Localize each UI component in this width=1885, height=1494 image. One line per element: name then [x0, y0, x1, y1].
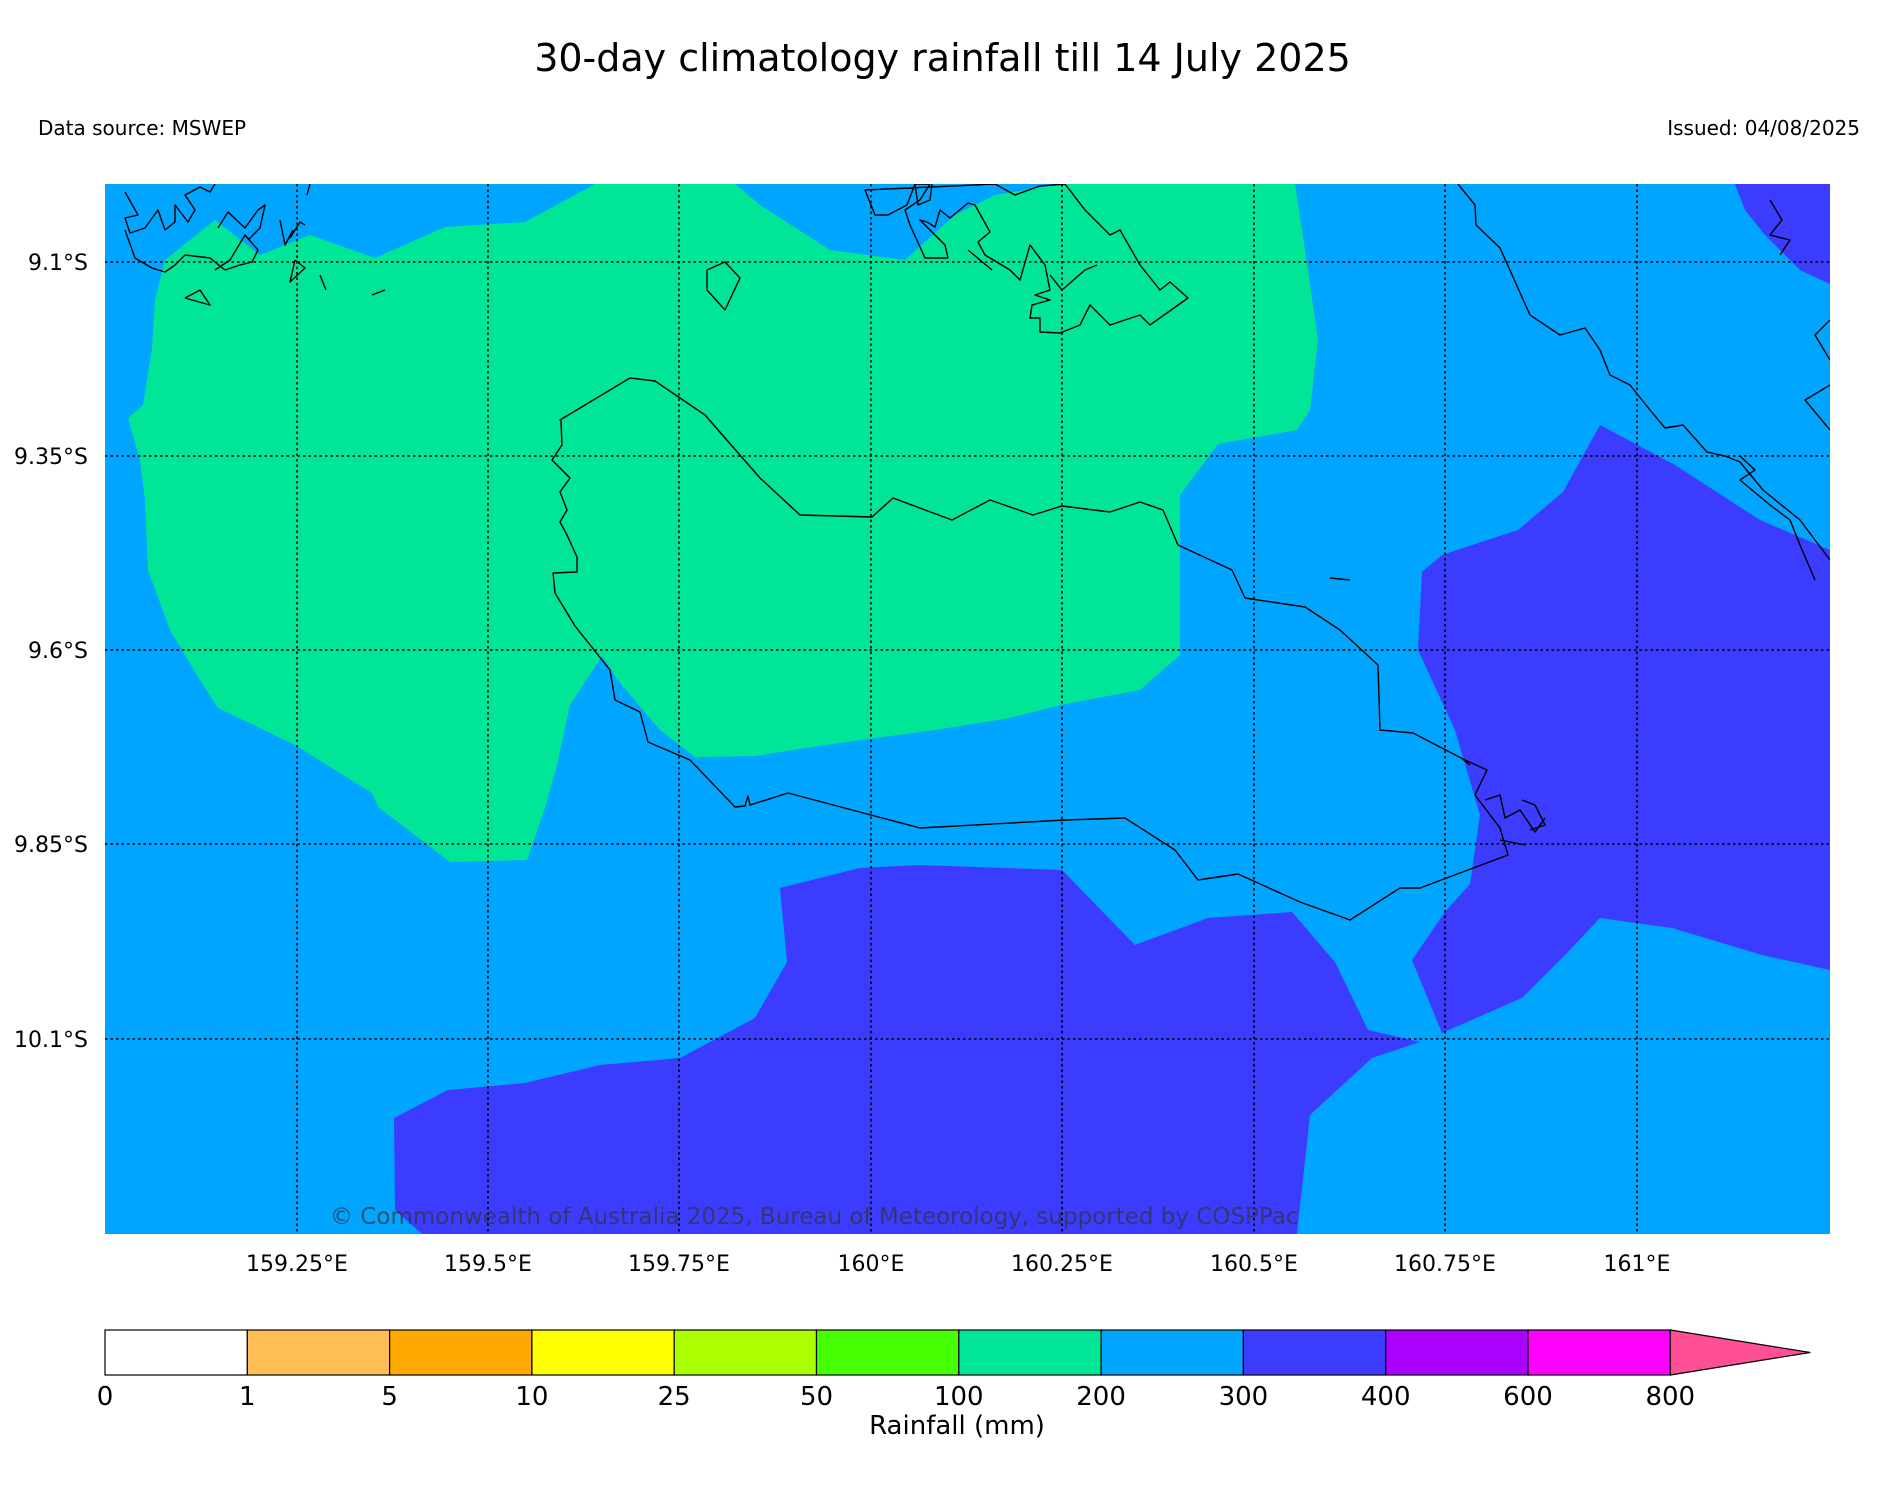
- colorbar-segment: [673, 1329, 818, 1376]
- lon-label: 160.5°E: [1210, 1252, 1298, 1277]
- colorbar-segments: [104, 1329, 1811, 1376]
- colorbar-tick-label: 10: [515, 1382, 548, 1412]
- colorbar-segment: [815, 1329, 960, 1376]
- lon-label: 159.25°E: [246, 1252, 348, 1277]
- lat-label: 9.6°S: [28, 639, 88, 664]
- rainfall-region-300-400-east: [1412, 425, 1830, 1033]
- lat-label: 9.1°S: [28, 251, 88, 276]
- western-islands-coastline: [124, 184, 216, 234]
- florida-islands-coastline: [864, 184, 1189, 334]
- data-source-label: Data source: MSWEP: [38, 116, 247, 140]
- map-title: 30-day climatology rainfall till 14 July…: [534, 36, 1351, 80]
- colorbar-extend-arrow: [1669, 1329, 1811, 1376]
- colorbar-segment: [1527, 1329, 1671, 1376]
- savo-island-coastline: [706, 261, 741, 311]
- lat-label: 10.1°S: [14, 1028, 88, 1053]
- lon-label: 161°E: [1604, 1252, 1671, 1277]
- colorbar-segment: [1100, 1329, 1244, 1376]
- colorbar-segment: [958, 1329, 1102, 1376]
- colorbar: 0 1 5 10 25 50 100 200 300 400 600 800 Rainfall (mm…: [97, 1329, 1811, 1441]
- lat-label: 9.35°S: [14, 445, 88, 470]
- colorbar-segment: [531, 1329, 675, 1376]
- rainfall-region-300-400-south: [394, 865, 1420, 1234]
- rainfall-region-100-200: [128, 184, 1318, 862]
- colorbar-tick-label: 300: [1219, 1382, 1269, 1412]
- colorbar-tick-label: 200: [1076, 1382, 1126, 1412]
- issued-date-label: Issued: 04/08/2025: [1667, 116, 1860, 140]
- colorbar-title: Rainfall (mm): [869, 1411, 1045, 1441]
- lon-label: 160.25°E: [1011, 1252, 1113, 1277]
- colorbar-tick-labels: 0 1 5 10 25 50 100 200 300 400 600 800: [97, 1382, 1695, 1412]
- colorbar-segment: [246, 1329, 391, 1376]
- guadalcanal-coastline: [551, 377, 1509, 921]
- colorbar-segment: [1385, 1329, 1529, 1376]
- coastlines: [124, 184, 1830, 921]
- colorbar-tick-label: 600: [1503, 1382, 1553, 1412]
- colorbar-tick-label: 800: [1645, 1382, 1695, 1412]
- rainfall-region-300-400-northeast: [1735, 184, 1830, 284]
- colorbar-tick-label: 25: [658, 1382, 691, 1412]
- colorbar-tick-label: 100: [934, 1382, 984, 1412]
- lat-gridlines: [105, 261, 1830, 1040]
- colorbar-segment: [389, 1329, 533, 1376]
- colorbar-tick-label: 1: [239, 1382, 256, 1412]
- lat-axis-labels: 9.1°S 9.35°S 9.6°S 9.85°S 10.1°S: [14, 251, 88, 1053]
- lon-gridlines: [296, 184, 1638, 1234]
- lon-label: 160°E: [838, 1252, 905, 1277]
- lon-axis-labels: 159.25°E 159.5°E 159.75°E 160°E 160.25°E…: [246, 1252, 1670, 1277]
- colorbar-segment: [104, 1329, 248, 1376]
- colorbar-tick-label: 5: [381, 1382, 398, 1412]
- copyright-notice: © Commonwealth of Australia 2025, Bureau…: [330, 1204, 1299, 1230]
- colorbar-segment: [1242, 1329, 1387, 1376]
- malaita-coastline: [1457, 184, 1830, 561]
- colorbar-tick-label: 0: [97, 1382, 114, 1412]
- lon-label: 159.5°E: [444, 1252, 532, 1277]
- lon-label: 159.75°E: [628, 1252, 730, 1277]
- lon-label: 160.75°E: [1394, 1252, 1496, 1277]
- colorbar-tick-label: 400: [1361, 1382, 1411, 1412]
- colorbar-tick-label: 50: [800, 1382, 833, 1412]
- lat-label: 9.85°S: [14, 833, 88, 858]
